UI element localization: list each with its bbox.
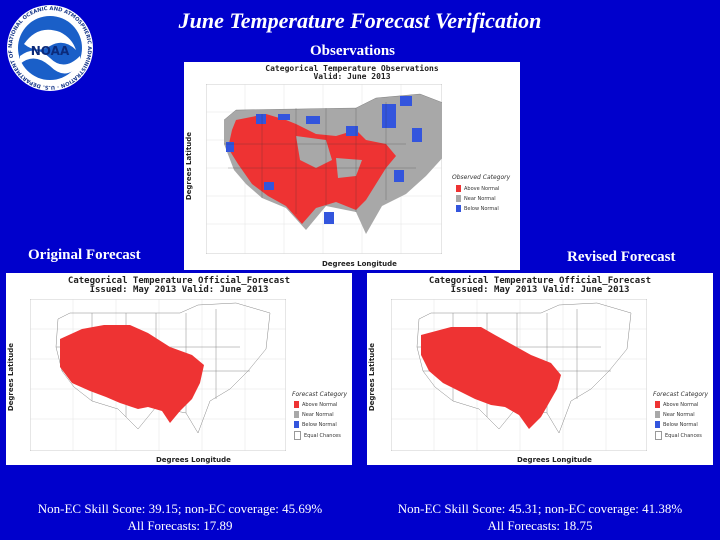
- observations-legend-above: Above Normal: [456, 185, 499, 192]
- ec-swatch-icon: [655, 431, 662, 440]
- observations-y-axis-label: Degrees Latitude: [185, 132, 193, 201]
- revised-legend-below: Below Normal: [655, 421, 698, 428]
- revised-y-axis-label: Degrees Latitude: [368, 343, 376, 412]
- revised-legend-ec: Equal Chances: [655, 431, 702, 440]
- near-swatch-icon: [655, 411, 660, 418]
- observations-map-subtitle: Valid: June 2013: [313, 72, 391, 81]
- observations-map-title: Categorical Temperature Observations: [265, 64, 439, 73]
- original-legend-near: Near Normal: [294, 411, 334, 418]
- legend-label: Below Normal: [302, 421, 337, 428]
- slide-title: June Temperature Forecast Verification: [178, 8, 542, 33]
- original-legend-title: Forecast Category: [292, 391, 348, 398]
- legend-label: Near Normal: [464, 195, 496, 202]
- observations-x-axis-label: Degrees Longitude: [322, 260, 397, 268]
- revised-map-title: Categorical Temperature Official_Forecas…: [428, 276, 652, 286]
- revised-legend-near: Near Normal: [655, 411, 695, 418]
- original-forecast-map-panel: Categorical Temperature Official_Forecas…: [6, 273, 352, 465]
- original-all-forecasts: All Forecasts: 17.89: [127, 518, 233, 533]
- original-map-subtitle: Issued: May 2013 Valid: June 2013: [89, 285, 269, 295]
- legend-label: Equal Chances: [665, 432, 702, 439]
- original-forecast-label: Original Forecast: [28, 247, 141, 263]
- legend-label: Above Normal: [464, 185, 500, 192]
- observations-map-panel: Categorical Temperature Observations Val…: [184, 62, 520, 270]
- legend-label: Below Normal: [464, 205, 499, 212]
- revised-forecast-label: Revised Forecast: [567, 249, 676, 265]
- near-swatch-icon: [456, 195, 461, 202]
- original-legend-below: Below Normal: [294, 421, 337, 428]
- legend-label: Above Normal: [302, 401, 338, 408]
- observations-label: Observations: [310, 43, 396, 59]
- legend-label: Near Normal: [663, 411, 695, 418]
- original-skill-score: Non-EC Skill Score: 39.15; non-EC covera…: [37, 501, 323, 516]
- revised-map-subtitle: Issued: May 2013 Valid: June 2013: [450, 285, 630, 295]
- revised-forecast-map-panel: Categorical Temperature Official_Forecas…: [367, 273, 713, 465]
- revised-forecast-map: [391, 299, 647, 451]
- original-legend-ec: Equal Chances: [294, 431, 341, 440]
- revised-score-block: Non-EC Skill Score: 45.31; non-EC covera…: [360, 500, 720, 534]
- observations-map: [206, 84, 442, 254]
- below-swatch-icon: [655, 421, 660, 428]
- below-swatch-icon: [294, 421, 299, 428]
- above-swatch-icon: [655, 401, 660, 408]
- legend-label: Near Normal: [302, 411, 334, 418]
- observations-legend-below: Below Normal: [456, 205, 499, 212]
- revised-all-forecasts: All Forecasts: 18.75: [487, 518, 593, 533]
- revised-legend-title: Forecast Category: [653, 391, 709, 398]
- ec-swatch-icon: [294, 431, 301, 440]
- above-swatch-icon: [456, 185, 461, 192]
- original-y-axis-label: Degrees Latitude: [7, 343, 15, 412]
- revised-legend-above: Above Normal: [655, 401, 698, 408]
- noaa-logo: NOAA NATIONAL OCEANIC AND ATMOSPHERIC AD…: [3, 0, 94, 92]
- revised-x-axis-label: Degrees Longitude: [517, 456, 592, 464]
- original-map-title: Categorical Temperature Official_Forecas…: [67, 276, 291, 286]
- observations-legend-near: Near Normal: [456, 195, 496, 202]
- revised-skill-score: Non-EC Skill Score: 45.31; non-EC covera…: [397, 501, 683, 516]
- original-x-axis-label: Degrees Longitude: [156, 456, 231, 464]
- near-swatch-icon: [294, 411, 299, 418]
- legend-label: Below Normal: [663, 421, 698, 428]
- original-legend-above: Above Normal: [294, 401, 337, 408]
- below-swatch-icon: [456, 205, 461, 212]
- observations-legend-title: Observed Category: [452, 174, 511, 181]
- noaa-logo-icon: NOAA NATIONAL OCEANIC AND ATMOSPHERIC AD…: [3, 0, 93, 91]
- original-forecast-map: [30, 299, 286, 451]
- logo-text: NOAA: [31, 44, 70, 58]
- legend-label: Above Normal: [663, 401, 699, 408]
- legend-label: Equal Chances: [304, 432, 341, 439]
- original-score-block: Non-EC Skill Score: 39.15; non-EC covera…: [0, 500, 360, 534]
- above-swatch-icon: [294, 401, 299, 408]
